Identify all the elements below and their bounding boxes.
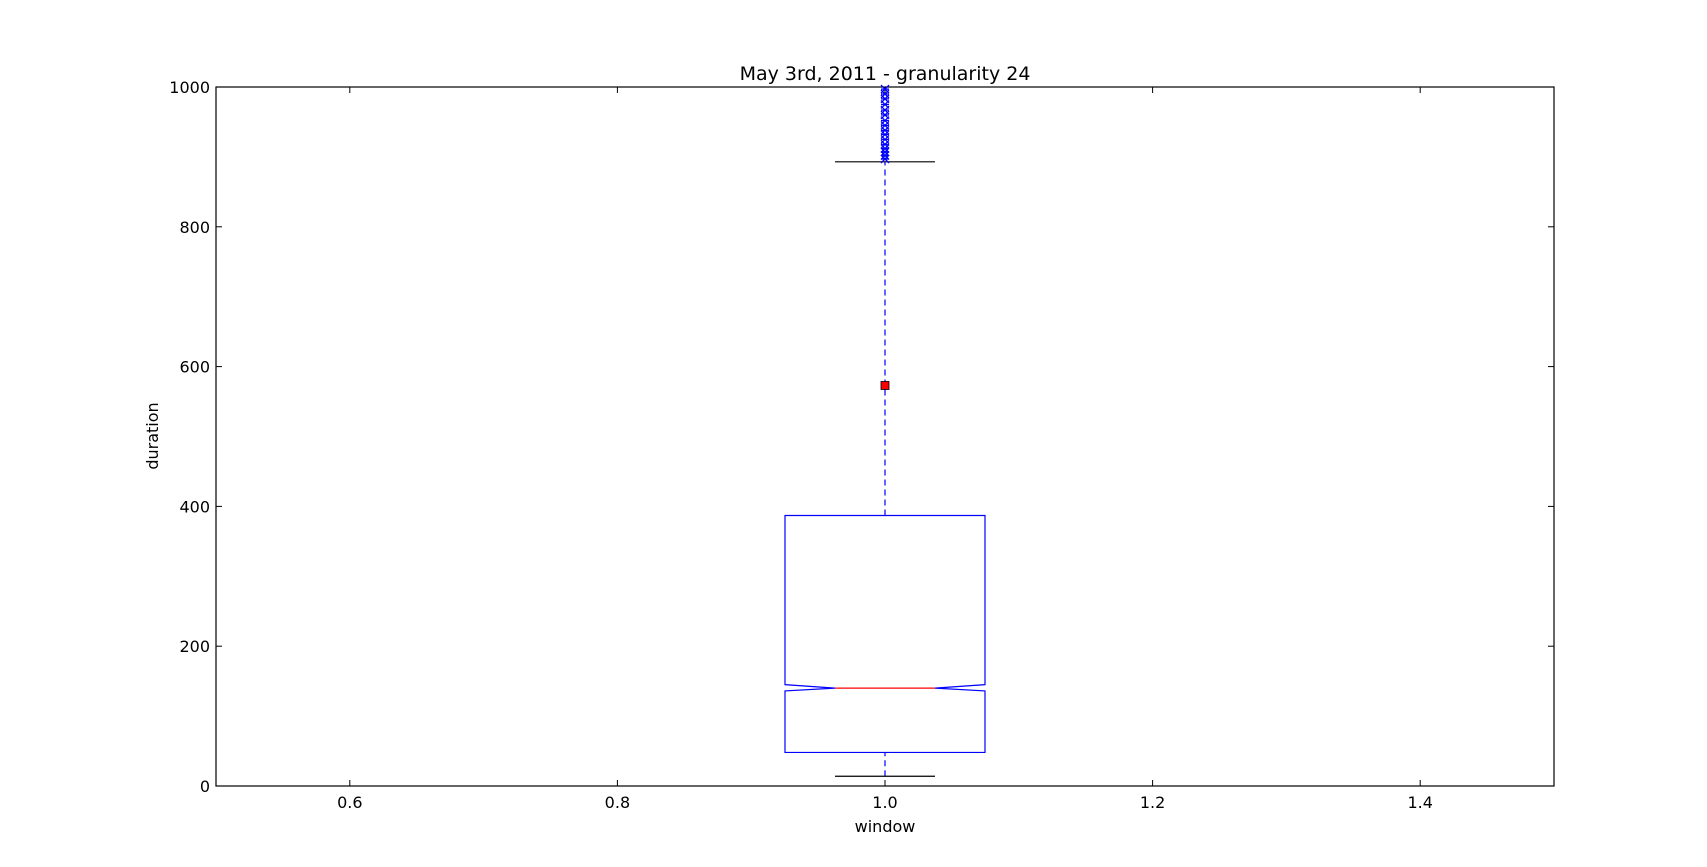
x-tick-label: 1.0 xyxy=(872,793,897,812)
x-axis-label: window xyxy=(855,817,916,836)
y-tick-label: 400 xyxy=(179,497,210,516)
mean-marker xyxy=(880,381,890,390)
x-tick-label: 0.8 xyxy=(605,793,630,812)
box-series xyxy=(784,84,986,777)
y-axis-ticks: 0 200 400 600 800 1000 xyxy=(169,78,1554,796)
x-tick-label: 0.6 xyxy=(337,793,362,812)
y-tick-label: 1000 xyxy=(169,78,210,97)
x-tick-label: 1.4 xyxy=(1407,793,1432,812)
y-tick-label: 0 xyxy=(200,777,210,796)
x-axis-ticks: 0.6 0.8 1.0 1.2 1.4 xyxy=(337,87,1433,812)
chart-title: May 3rd, 2011 - granularity 24 xyxy=(740,63,1031,85)
y-tick-label: 600 xyxy=(179,358,210,377)
notched-box xyxy=(784,514,986,754)
y-axis-label: duration xyxy=(143,402,162,469)
y-tick-label: 200 xyxy=(179,637,210,656)
y-tick-label: 800 xyxy=(179,218,210,237)
x-tick-label: 1.2 xyxy=(1140,793,1165,812)
